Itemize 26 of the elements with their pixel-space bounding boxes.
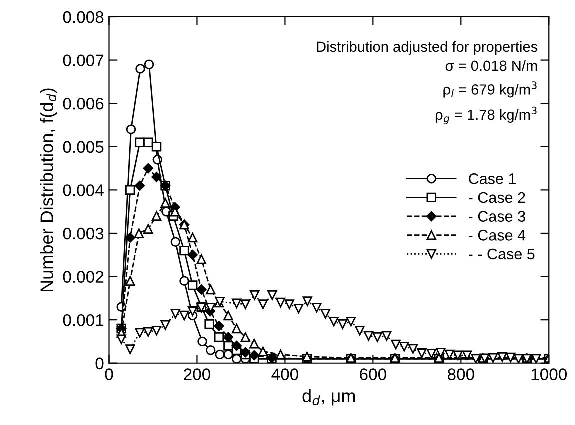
annotation: ρ$_{l}$ = 679 kg/m$^{3}$ <box>444 82 537 98</box>
x-tick-label: 600 <box>360 368 386 380</box>
annotation: σ = 0.018 N/m <box>446 60 538 72</box>
x-tick-label: 1000 <box>532 368 568 380</box>
x-axis-title: d$_{d}$, μm <box>302 389 356 406</box>
y-tick-label: 0.004 <box>63 184 104 196</box>
y-tick-label: 0.006 <box>63 98 104 110</box>
y-tick-label: 0.007 <box>63 54 104 66</box>
x-tick-label: 0 <box>105 368 114 380</box>
legend-label: - Case 2 <box>468 192 526 204</box>
legend-label: - Case 3 <box>468 211 526 222</box>
y-axis-title: Number Distribution, f(d$_{d}$) <box>40 88 57 292</box>
legend-label: - Case 4 <box>468 230 526 241</box>
annotation: Distribution adjusted for properties <box>317 41 538 55</box>
x-tick-label: 400 <box>272 368 298 380</box>
y-tick-label: 0.001 <box>63 314 104 326</box>
y-tick-label: 0 <box>96 358 104 370</box>
y-tick-label: 0.002 <box>63 271 104 283</box>
y-tick-label: 0.003 <box>63 228 104 240</box>
y-tick-label: 0.008 <box>63 11 104 24</box>
x-tick-label: 200 <box>184 368 210 380</box>
y-tick-label: 0.005 <box>63 141 104 154</box>
annotation: ρ$_{g}$ = 1.78 kg/m$^{3}$ <box>436 106 537 124</box>
legend-label: - - Case 5 <box>468 248 535 260</box>
legend-label: Case 1 <box>469 174 516 184</box>
x-tick-label: 800 <box>448 368 474 380</box>
